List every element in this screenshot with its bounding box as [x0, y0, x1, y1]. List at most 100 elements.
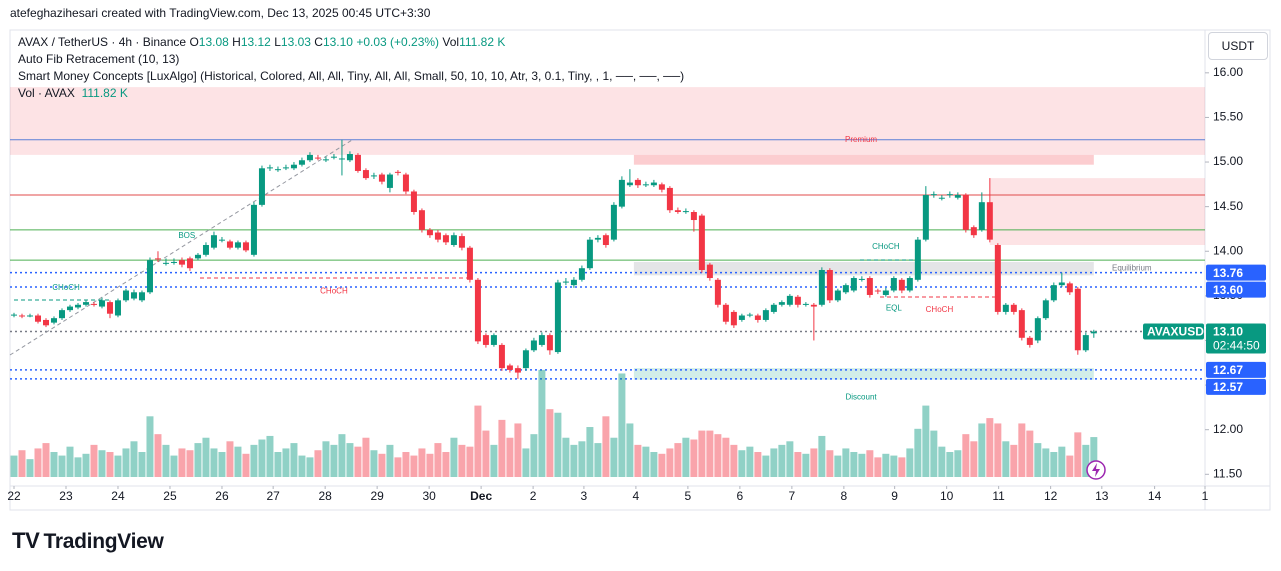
candle-body [1010, 304, 1017, 312]
ohlc-key: O [189, 35, 199, 49]
volume-bar [218, 452, 226, 477]
volume-bar [354, 446, 362, 477]
volume-bar [1090, 437, 1098, 477]
candle-body [634, 179, 641, 186]
alert-icon[interactable] [1086, 460, 1106, 480]
volume-bar [322, 441, 330, 477]
volume-bar [506, 437, 514, 477]
frame [9, 29, 1271, 511]
x-tick-label: 14 [1148, 489, 1162, 503]
volume-bar [938, 446, 946, 477]
symbol-tag-label: AVAXUSDT [1147, 325, 1212, 339]
candle-body [1034, 318, 1041, 341]
candle-body [842, 285, 849, 293]
ohlc-value: 13.10 [322, 35, 353, 49]
candle-body [858, 278, 865, 280]
candle-body [162, 262, 169, 264]
candle-body [394, 171, 401, 173]
annotation: CHoCH [52, 283, 80, 292]
annotations: Premium Equilibrium Discount BOS CHoCH CHoCH C… [52, 135, 1152, 402]
zone [633, 261, 1094, 276]
volume-bar [346, 443, 354, 477]
volume-bar [810, 448, 818, 477]
volume-bar [106, 452, 114, 477]
volume-bar [898, 457, 906, 477]
candle-body [26, 315, 33, 317]
x-tick-label: 13 [1095, 489, 1109, 503]
volume-bar [978, 423, 986, 477]
volume-bar [82, 453, 90, 477]
volume-bar [266, 435, 274, 477]
candle-body [42, 319, 49, 326]
volume-bar [434, 443, 442, 477]
y-tick-label: 16.00 [1213, 65, 1243, 79]
volume-bar [874, 457, 882, 477]
volume-bar [866, 450, 874, 477]
candle-body [906, 278, 913, 291]
indicator: Vol · AVAX 111.82 K [18, 85, 128, 101]
candle-body [1074, 288, 1081, 351]
y-tick-label: 12.00 [1213, 422, 1243, 436]
symbol-tag [1143, 323, 1204, 340]
candle-body [594, 237, 601, 240]
volume-bar [1082, 444, 1090, 477]
volume-bar [786, 441, 794, 477]
x-tick-label: 10 [940, 489, 954, 503]
zones [10, 87, 1205, 380]
axes: 11.5012.0012.5013.0013.5014.0014.5015.00… [7, 65, 1266, 503]
candle-body [82, 302, 89, 305]
volume-bar [642, 446, 650, 477]
candle-body [642, 184, 649, 186]
candle-body [602, 235, 609, 246]
price-tag-label: 13.10 [1213, 325, 1243, 339]
volume-bar [594, 443, 602, 477]
volume-bar [954, 450, 962, 477]
candle-body [674, 210, 681, 212]
vol-value: 111.82 K [459, 35, 506, 49]
volume-bar [554, 412, 562, 477]
x-tick-label: 12 [1044, 489, 1058, 503]
candle-body [610, 204, 617, 240]
volume-bar [914, 428, 922, 477]
volume-bar [370, 450, 378, 477]
volume-bar [202, 437, 210, 477]
candle-body [650, 182, 657, 186]
candle-body [186, 258, 193, 269]
volume-bar [610, 437, 618, 477]
annotation: Equilibrium [1112, 263, 1152, 272]
change: +0.03 (+0.23%) [356, 35, 440, 49]
volume-bar [890, 455, 898, 477]
annotation: CHoCH [320, 287, 348, 296]
zone [10, 87, 1205, 155]
candle-body [898, 279, 905, 291]
vol-label: Vol [442, 35, 460, 49]
candle-body [690, 212, 697, 221]
ohlc-key: C [314, 35, 323, 49]
volume-bar [114, 455, 122, 477]
volume-bar [250, 444, 258, 477]
volume-bar [298, 455, 306, 477]
candle-body [482, 335, 489, 345]
volume-bar [498, 419, 506, 477]
candle-body [962, 195, 969, 230]
volume-bar [994, 423, 1002, 477]
level-tag-label: 13.76 [1213, 266, 1243, 280]
candle-body [802, 303, 809, 305]
volume-bar [234, 446, 242, 477]
candle-body [234, 242, 241, 248]
currency-button[interactable]: USDT [1208, 32, 1268, 60]
indicator: Auto Fib Retracement (10, 13) [18, 52, 180, 66]
level-tag [1206, 281, 1266, 298]
candle-body [938, 197, 945, 199]
x-tick-label: 1 [1202, 489, 1209, 503]
volume-bar [130, 441, 138, 477]
volume-bar [730, 444, 738, 477]
volume-bar [754, 452, 762, 477]
x-tick-label: 24 [111, 489, 125, 503]
volume-bar [562, 437, 570, 477]
candle-body [490, 335, 497, 345]
candle-body [506, 365, 513, 370]
volume-bar [138, 452, 146, 477]
